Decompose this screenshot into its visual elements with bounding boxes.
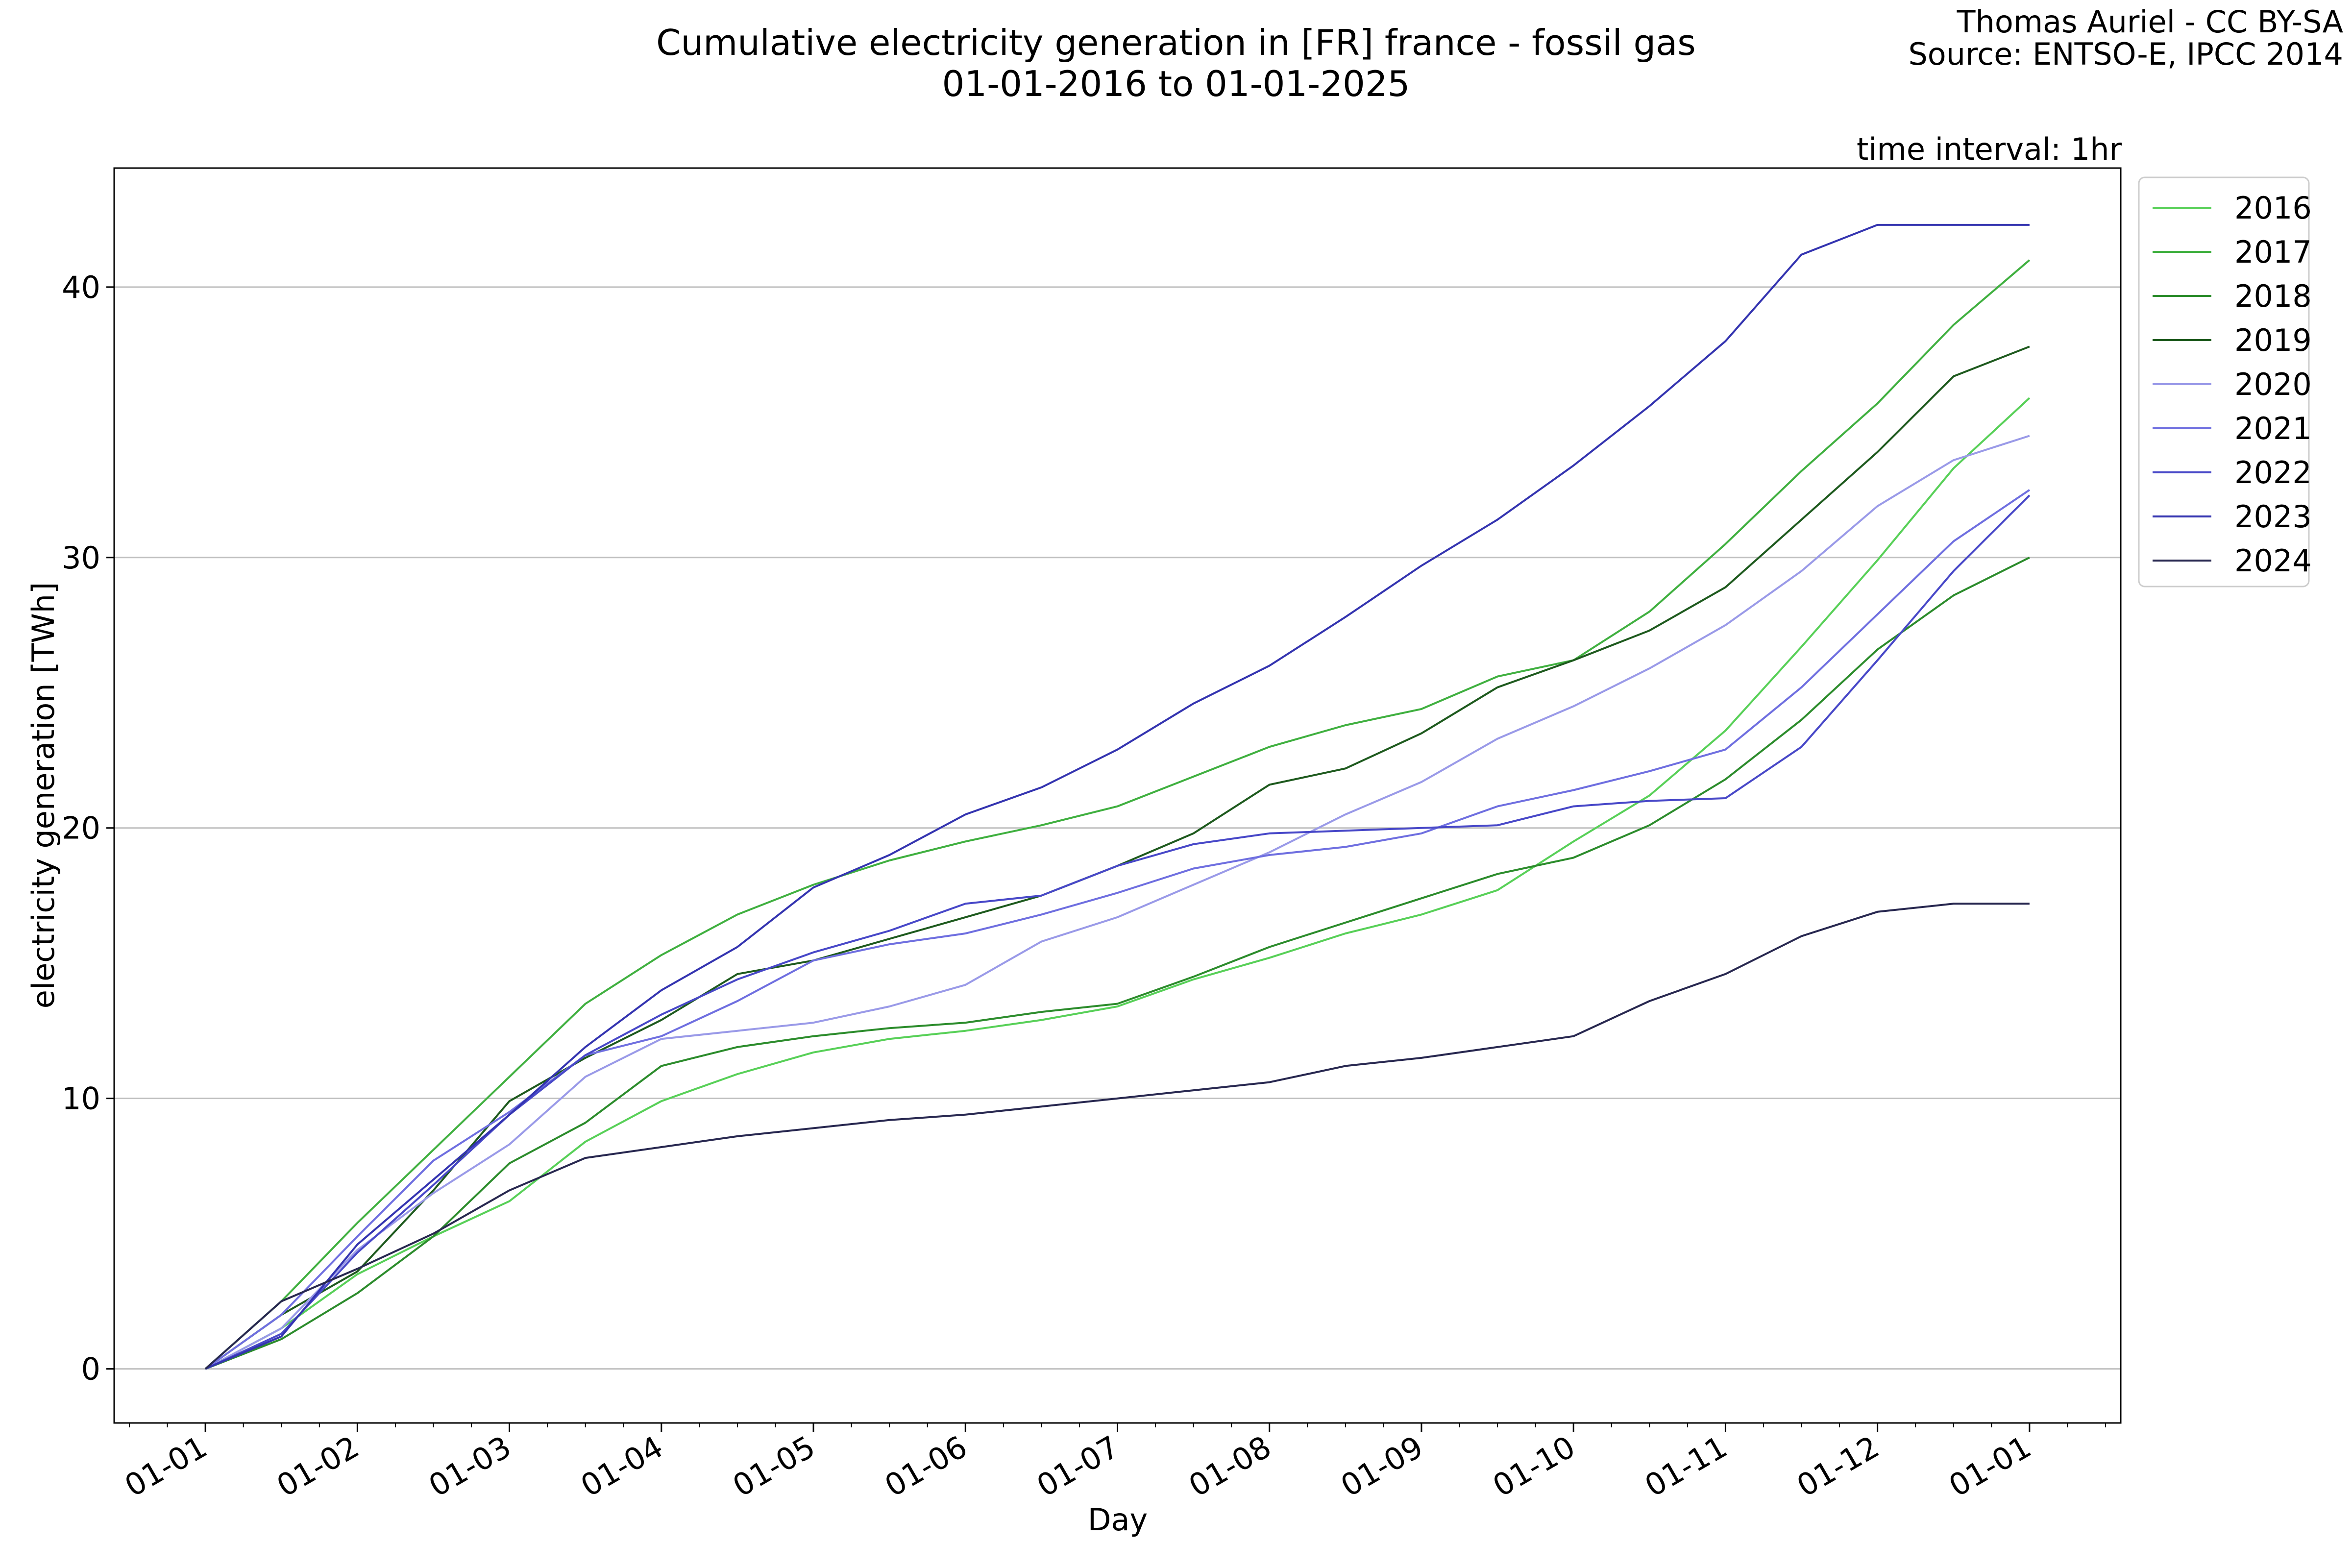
legend-entries: 2016 2017 2018 2019 2020 2021 2022 2023 2024 (2153, 190, 2312, 579)
y-axis: 0 10 20 30 40 (62, 270, 114, 1387)
legend-label: 2023 (2234, 499, 2312, 535)
y-tick-label: 40 (62, 270, 100, 305)
legend-label: 2016 (2234, 190, 2312, 226)
series-line-2023 (205, 223, 2030, 1370)
legend-label: 2017 (2234, 234, 2312, 270)
series-line-2018 (205, 557, 2030, 1370)
legend-label: 2020 (2234, 367, 2312, 402)
series-line-2021 (204, 489, 2031, 1370)
y-tick-label: 10 (62, 1081, 100, 1117)
chart-subtitle: 01-01-2016 to 01-01-2025 (942, 63, 1410, 104)
y-tick-label: 30 (62, 540, 100, 576)
credit-source: Source: ENTSO-E, IPCC 2014 (1908, 36, 2343, 72)
chart-title: Cumulative electricity generation in [FR… (656, 22, 1696, 63)
series-line-2016 (205, 397, 2031, 1370)
y-tick-label: 20 (62, 810, 100, 846)
legend-label: 2019 (2234, 322, 2312, 358)
y-tick-label: 0 (81, 1351, 100, 1387)
legend-label: 2021 (2234, 411, 2312, 446)
time-interval-label: time interval: 1hr (1857, 131, 2122, 167)
y-axis-label: electricity generation [TWh] (25, 582, 61, 1008)
series-line-2024 (204, 903, 2030, 1370)
series-lines (204, 223, 2031, 1370)
legend-label: 2022 (2234, 455, 2312, 490)
legend-label: 2024 (2234, 543, 2312, 579)
credit-author: Thomas Auriel - CC BY-SA (1957, 4, 2343, 40)
legend-box (2138, 176, 2310, 588)
series-line-2020 (205, 435, 2030, 1370)
series-line-2017 (204, 259, 2031, 1370)
x-axis-label: Day (1088, 1502, 1148, 1538)
legend-label: 2018 (2234, 278, 2312, 314)
legend: 2016 2017 2018 2019 2020 2021 2022 2023 2024 (2138, 176, 2312, 588)
